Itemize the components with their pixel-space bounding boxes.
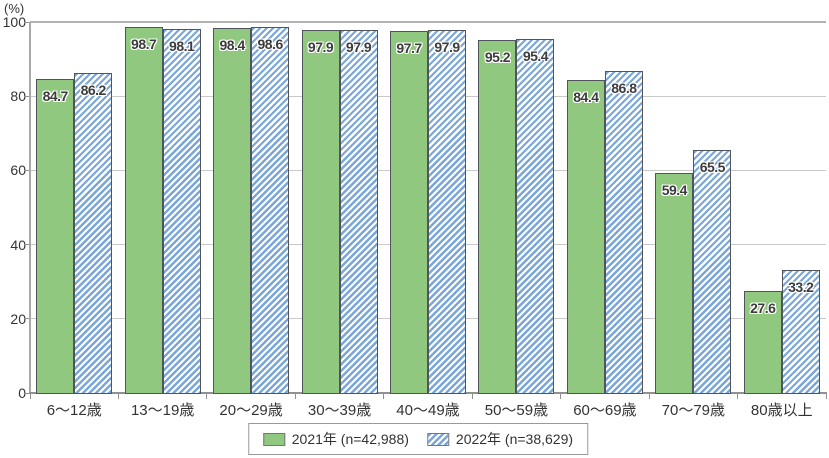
legend-item-2021: 2021年 (n=42,988)	[262, 429, 409, 449]
x-tick-mark	[648, 394, 650, 399]
y-tick-mark	[24, 244, 30, 246]
x-tick-mark	[117, 394, 119, 399]
x-tick-mark	[294, 394, 296, 399]
y-tick-label: 20	[10, 310, 26, 327]
y-tick-label: 100	[2, 14, 26, 30]
x-category-label: 60～69歳	[573, 402, 637, 419]
bar-value-label: 86.2	[80, 82, 107, 99]
bar-2022-4: 97.9	[339, 29, 378, 394]
y-tick-mark	[24, 95, 30, 97]
y-tick-mark	[24, 392, 30, 394]
x-tick-mark	[206, 394, 208, 399]
y-tick-label: 80	[10, 88, 26, 105]
x-tick-mark	[383, 394, 385, 399]
y-tick-mark	[24, 169, 30, 171]
legend-swatch-2022	[426, 432, 449, 446]
y-tick-label: 0	[18, 385, 26, 401]
legend: 2021年 (n=42,988) 2022年 (n=38,629)	[247, 423, 589, 455]
bar-value-label: 97.7	[396, 39, 422, 56]
bar-2022-7: 86.8	[604, 70, 643, 394]
bar-value-label: 59.4	[661, 181, 688, 198]
x-category-label: 30～39歳	[307, 402, 372, 419]
bar-value-label: 27.6	[750, 299, 776, 316]
y-tick-mark	[24, 21, 30, 23]
bar-value-label: 97.9	[307, 38, 334, 55]
bar-2022-5: 97.9	[428, 29, 466, 394]
bar-2022-1: 86.2	[74, 73, 113, 394]
bar-value-label: 95.2	[484, 48, 511, 65]
bar-value-label: 98.4	[219, 36, 245, 53]
bar-value-label: 95.4	[522, 48, 549, 65]
bar-2021-2: 98.7	[124, 26, 163, 394]
bar-2021-5: 97.7	[390, 30, 428, 394]
bar-2021-4: 97.9	[301, 29, 340, 394]
bar-2022-6: 95.4	[516, 39, 555, 394]
bar-2021-7: 84.4	[566, 79, 605, 394]
bar-value-label: 65.5	[699, 158, 726, 175]
bar-2021-3: 98.4	[213, 27, 252, 394]
x-tick-mark	[560, 394, 562, 399]
legend-label: 2022年 (n=38,629)	[455, 431, 574, 447]
x-category-label: 40～49歳	[396, 402, 460, 419]
x-tick-mark	[737, 394, 739, 399]
bar-2022-9: 33.2	[781, 269, 820, 394]
bar-value-label: 97.9	[434, 38, 460, 55]
bar-2021-1: 84.7	[36, 78, 75, 394]
bar-2022-2: 98.1	[162, 29, 201, 394]
gridline-100	[30, 21, 826, 23]
x-category-label: 13～19歳	[130, 402, 195, 419]
y-tick-mark	[24, 318, 30, 320]
bar-value-label: 86.8	[611, 79, 637, 96]
bar-2021-8: 59.4	[655, 172, 694, 394]
y-axis-line	[29, 22, 31, 393]
x-category-label: 80歳以上	[750, 402, 813, 419]
y-tick-label: 60	[10, 162, 26, 179]
bar-value-label: 98.7	[131, 35, 157, 52]
bar-value-label: 33.2	[788, 278, 814, 295]
x-tick-mark	[471, 394, 473, 399]
legend-swatch-2021	[262, 432, 285, 446]
bar-2021-6: 95.2	[478, 39, 517, 394]
x-category-label: 6～12歳	[46, 402, 102, 419]
bar-value-label: 98.6	[257, 36, 283, 53]
bar-value-label: 97.9	[345, 38, 372, 55]
bar-value-label: 84.7	[42, 87, 69, 104]
x-category-label: 70～79歳	[661, 402, 726, 419]
y-tick-label: 40	[10, 236, 26, 253]
x-category-label: 50～59歳	[484, 402, 549, 419]
x-category-label: 20～29歳	[219, 402, 283, 419]
x-tick-mark	[29, 394, 31, 399]
y-axis-unit-label: (%)	[4, 1, 25, 16]
bar-value-label: 98.1	[169, 38, 195, 55]
x-tick-mark	[825, 394, 827, 399]
bar-2021-9: 27.6	[743, 290, 782, 394]
bar-2022-3: 98.6	[251, 27, 290, 394]
bar-2022-8: 65.5	[693, 149, 732, 394]
legend-label: 2021年 (n=42,988)	[291, 431, 409, 447]
bar-value-label: 84.4	[573, 88, 599, 105]
legend-item-2022: 2022年 (n=38,629)	[426, 429, 574, 449]
